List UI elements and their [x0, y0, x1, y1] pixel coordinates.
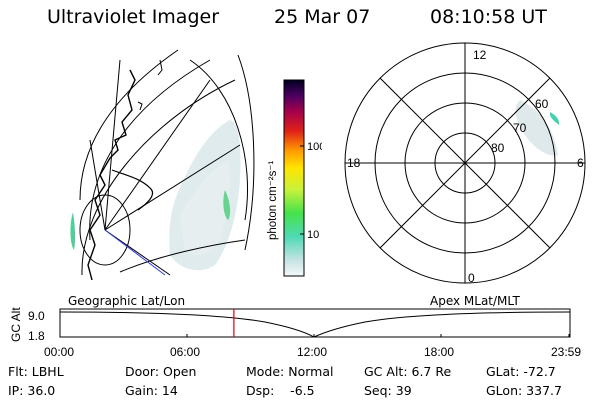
coastline-antarctic	[111, 169, 154, 211]
color-gradient	[283, 79, 305, 277]
instrument-title: Ultraviolet Imager	[47, 6, 220, 28]
filter-info: Flt: LBHL	[8, 364, 64, 379]
mode-info: Mode: Normal	[246, 364, 334, 379]
island-outline	[157, 59, 163, 76]
door-info: Door: Open	[125, 364, 197, 379]
timeline-xtick: 23:59	[551, 345, 581, 359]
altitude-curve	[59, 311, 571, 338]
colorbar-tick-10: 10	[307, 229, 319, 241]
date-label: 25 Mar 07	[274, 6, 371, 28]
glat-info: GLat: -72.7	[486, 364, 556, 379]
mlat-label-60: 60	[535, 97, 549, 111]
timeline-xtick: 00:00	[44, 345, 74, 359]
island-outline	[137, 101, 143, 111]
mlt-label-12: 12	[473, 48, 487, 62]
timeline-xtick: 12:00	[297, 345, 327, 359]
emission-patches	[70, 120, 241, 271]
mlt-label-18: 18	[347, 156, 361, 170]
timeline-ytick-bottom: 1.8	[28, 329, 45, 343]
mlt-label-6: 6	[577, 156, 584, 170]
polar-grid	[344, 42, 586, 284]
color-scale-bar: 100 10 photon cm⁻²s⁻¹	[267, 79, 322, 277]
mlt-label-0: 0	[468, 271, 475, 285]
lat-grid	[79, 49, 255, 276]
timeline-ytick-top: 9.0	[28, 309, 45, 323]
mlat-label-70: 70	[513, 121, 527, 135]
timeline-xtick: 18:00	[424, 345, 454, 359]
sun-direction-line	[104, 229, 166, 276]
time-label: 08:10:58 UT	[430, 6, 547, 28]
coastline	[87, 69, 136, 281]
gain-info: Gain: 14	[125, 383, 178, 398]
apex-panel-label: Apex MLat/MLT	[430, 294, 520, 308]
geographic-map	[70, 49, 255, 281]
colorbar-tick-100: 100	[307, 141, 322, 153]
polar-emission	[515, 100, 558, 156]
gc-alt-info: GC Alt: 6.7 Re	[364, 364, 452, 379]
seq-info: Seq: 39	[364, 383, 412, 398]
lon-grid	[89, 59, 241, 276]
timeline-xtick: 06:00	[170, 345, 200, 359]
mlat-label-80: 80	[491, 141, 505, 155]
polar-emission-bright	[549, 112, 560, 125]
dsp-info: Dsp: -6.5	[246, 383, 315, 398]
timeline-ticks	[59, 334, 570, 337]
colorbar-unit-label: photon cm⁻²s⁻¹	[267, 161, 279, 240]
timeline-ylabel: GC Alt	[9, 307, 23, 342]
polar-plot: 12 18 6 0 60 70 80	[344, 42, 586, 285]
geographic-panel-label: Geographic Lat/Lon	[68, 294, 186, 308]
altitude-timeline: GC Alt 9.0 1.8 00:00 06:00 12:00 18:00 2…	[9, 307, 581, 359]
ip-info: IP: 36.0	[8, 383, 56, 398]
glon-info: GLon: 337.7	[486, 383, 562, 398]
